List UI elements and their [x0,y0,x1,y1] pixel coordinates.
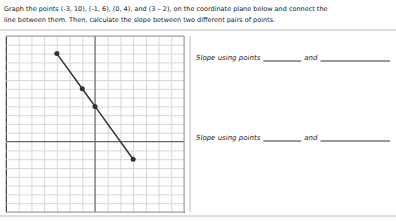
annotation: Slope using points [196,134,261,142]
x-axis [7,36,185,213]
annotation: Slope using points [196,54,261,62]
answer-blank [263,61,301,62]
answer-blank [263,141,301,142]
divider [190,36,191,212]
answer-blank [320,141,390,142]
point [131,157,136,162]
point [93,104,98,109]
answer-blank [320,61,390,62]
annotation: and [304,54,318,62]
point [54,51,59,56]
data [54,51,135,162]
subtitle: line between them. Then, calculate the s… [4,16,275,24]
title: Graph the points (-3, 10), (-1, 6), (0, … [4,5,328,13]
plot [6,36,185,213]
annotation: and [304,134,318,142]
chart: Graph the points (-3, 10), (-1, 6), (0, … [0,0,396,221]
plot-frame [6,36,184,212]
separator [0,30,396,31]
series-line [57,54,133,160]
point [80,86,85,91]
bottom-border [0,216,396,217]
y-axis [6,37,184,213]
y-zero-axis [95,36,96,212]
